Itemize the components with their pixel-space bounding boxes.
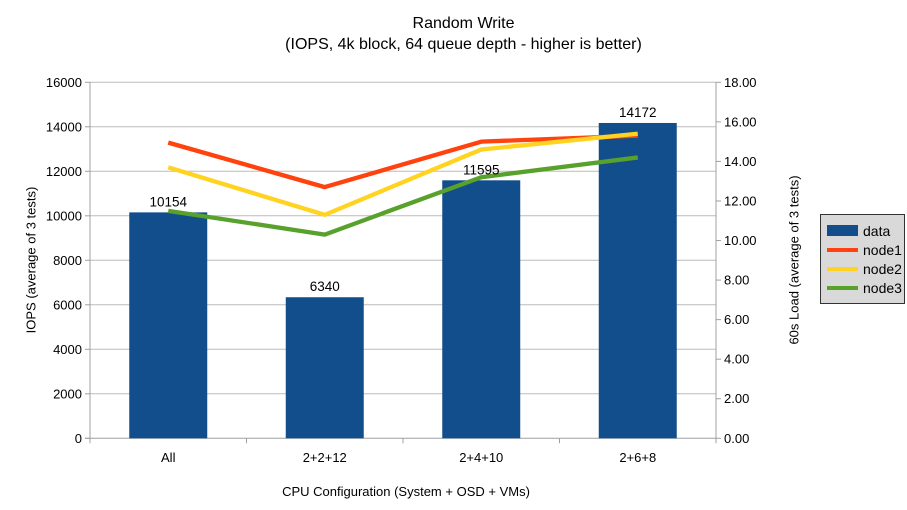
bar-value-label: 10154	[149, 194, 187, 209]
bar-2+4+10	[442, 180, 521, 439]
legend-swatch-node3	[827, 285, 858, 290]
left-axis-tick-label: 8000	[53, 253, 82, 268]
left-axis-tick-label: 12000	[46, 164, 82, 179]
left-axis-tick-label: 6000	[53, 297, 82, 312]
x-category-label: 2+2+12	[303, 450, 347, 465]
legend-swatch-data	[827, 225, 858, 236]
left-axis-tick-label: 2000	[53, 386, 82, 401]
left-axis-tick-label: 0	[75, 431, 82, 446]
right-axis-tick-label: 12.00	[724, 193, 757, 208]
left-axis-tick-label: 10000	[46, 208, 82, 223]
bar-All	[129, 212, 208, 439]
right-axis-tick-label: 18.00	[724, 75, 757, 90]
legend-item-node1: node1	[827, 240, 902, 259]
x-category-label: 2+6+8	[619, 450, 656, 465]
line-node2	[167, 131, 638, 217]
legend-label-node1: node1	[863, 241, 902, 258]
x-category-label: All	[161, 450, 176, 465]
right-axis-tick-label: 16.00	[724, 114, 757, 129]
legend-label-data: data	[863, 222, 891, 239]
right-axis-tick-label: 6.00	[724, 312, 749, 327]
legend-item-data: data	[827, 221, 902, 240]
chart-subtitle: (IOPS, 4k block, 64 queue depth - higher…	[285, 36, 642, 53]
bar-2+6+8	[598, 122, 677, 439]
legend-item-node2: node2	[827, 259, 902, 278]
line-node1	[167, 133, 638, 190]
legend-swatch-node2	[827, 266, 858, 271]
right-axis-tick-label: 2.00	[724, 391, 749, 406]
legend: data node1 node2 node3	[820, 214, 905, 304]
bar-value-label: 6340	[310, 279, 340, 294]
right-axis-tick-label: 8.00	[724, 273, 749, 288]
bar-2+2+12	[285, 297, 364, 439]
line-node3	[167, 155, 639, 237]
legend-swatch-node1	[827, 247, 858, 252]
legend-label-node3: node3	[863, 279, 902, 296]
chart-title-block: Random Write (IOPS, 4k block, 64 queue d…	[20, 13, 907, 55]
x-axis-title: CPU Configuration (System + OSD + VMs)	[282, 484, 530, 499]
legend-label-node2: node2	[863, 260, 902, 277]
right-axis-tick-label: 10.00	[724, 233, 757, 248]
right-axis-tick-label: 14.00	[724, 154, 757, 169]
bar-value-label: 11595	[463, 162, 500, 177]
left-axis-tick-label: 14000	[46, 119, 82, 134]
legend-item-node3: node3	[827, 278, 902, 297]
left-axis-tick-label: 16000	[46, 75, 82, 90]
x-category-label: 2+4+10	[459, 450, 503, 465]
left-axis-tick-label: 4000	[53, 342, 82, 357]
chart-title: Random Write	[412, 15, 515, 32]
bar-value-label: 14172	[619, 105, 657, 120]
right-axis-tick-label: 0.00	[724, 431, 749, 446]
right-axis-tick-label: 4.00	[724, 352, 749, 367]
